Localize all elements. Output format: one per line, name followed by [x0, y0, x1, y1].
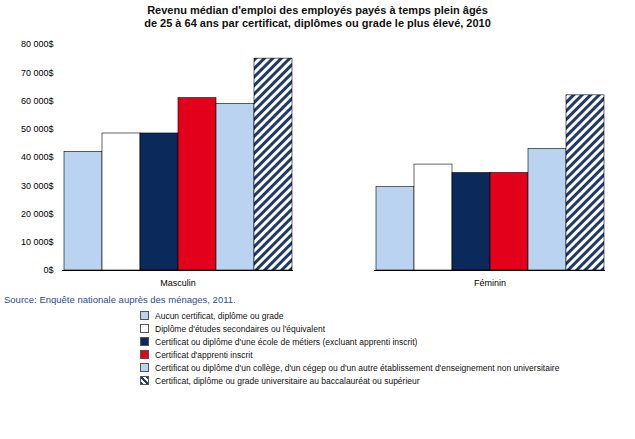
- html-text:Revenu médian d'emploi des emp: Revenu médian d'emploi des employés payé…: [144, 4, 491, 29]
- html-text:Certificat d'apprenti inscrit: Certificat d'apprenti inscrit: [155, 349, 253, 360]
- html-text:Certificat, diplôme ou grade u: Certificat, diplôme ou grade universitai…: [155, 375, 420, 386]
- svg-text:10 000$: 10 000$: [21, 237, 54, 247]
- html-text:Certificat ou diplôme d'un col: Certificat ou diplôme d'un collège, d'un…: [155, 362, 560, 373]
- svg-text:Masculin: Masculin: [160, 278, 196, 288]
- html-text:Diplôme d'études secondaires o: Diplôme d'études secondaires ou l'équiva…: [155, 323, 325, 334]
- svg-text:Féminin: Féminin: [474, 278, 506, 288]
- svg-text:20 000$: 20 000$: [21, 209, 54, 219]
- html-text:Aucun certificat, diplôme ou g: Aucun certificat, diplôme ou grade: [155, 310, 284, 321]
- svg-text:80 000$: 80 000$: [21, 39, 54, 49]
- html-text:Certificat ou diplôme d'une éc: Certificat ou diplôme d'une école de mét…: [155, 336, 418, 347]
- svg-text:70 000$: 70 000$: [21, 68, 54, 78]
- svg-text:60 000$: 60 000$: [21, 96, 54, 106]
- svg-text:0$: 0$: [43, 265, 53, 275]
- svg-text:40 000$: 40 000$: [21, 152, 54, 162]
- svg-text:30 000$: 30 000$: [21, 181, 54, 191]
- html-text:Source: Enquête nationale aupr: Source: Enquête nationale auprès des mén…: [4, 294, 236, 305]
- svg-text:50 000$: 50 000$: [21, 124, 54, 134]
